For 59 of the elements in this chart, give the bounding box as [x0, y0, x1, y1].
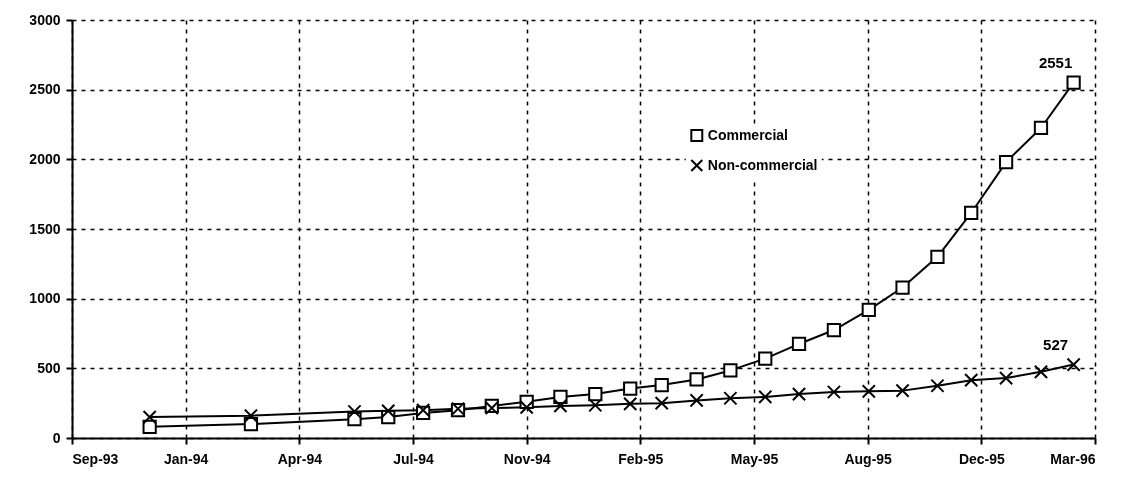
- y-tick-label: 2500: [29, 81, 61, 98]
- x-tick-label: Aug-95: [844, 450, 893, 467]
- point: [553, 398, 568, 414]
- point: [654, 396, 669, 411]
- point: [243, 408, 259, 423]
- x-tick-label: Feb-95: [618, 450, 664, 467]
- point: [758, 389, 773, 405]
- legend-label: Non-commercial: [707, 156, 818, 173]
- point: [758, 351, 773, 366]
- point: [826, 322, 842, 338]
- x-tick-label: May-95: [730, 450, 779, 467]
- point: [689, 393, 704, 408]
- x-tick-label: Jan-94: [163, 450, 209, 467]
- point: [826, 384, 842, 400]
- point: [930, 378, 945, 393]
- point: [1066, 75, 1081, 90]
- point: [553, 389, 568, 405]
- x-tick-label: Nov-94: [503, 450, 551, 467]
- y-tick-label: 500: [37, 359, 61, 376]
- point: [791, 386, 807, 402]
- point: [347, 404, 362, 419]
- point: [930, 249, 945, 264]
- point: [623, 381, 638, 396]
- point: [791, 336, 807, 352]
- point: [964, 205, 979, 221]
- annotation: 527: [1043, 335, 1069, 353]
- x-tick-label: Sep-93: [72, 450, 119, 467]
- point: [381, 403, 396, 418]
- point: [964, 373, 979, 388]
- y-tick-label: 0: [52, 429, 61, 446]
- x-tick-label: Jul-94: [393, 450, 434, 467]
- x-tick-label: Dec-95: [958, 450, 1005, 467]
- point: [998, 155, 1014, 170]
- point: [1033, 364, 1049, 379]
- point: [142, 419, 157, 434]
- point: [689, 372, 704, 387]
- point: [861, 384, 876, 399]
- y-tick-label: 1500: [29, 220, 61, 237]
- point: [723, 363, 738, 378]
- point: [895, 280, 910, 295]
- x-tick-label: Apr-94: [277, 450, 323, 467]
- x-tick-label: Mar-96: [1050, 450, 1096, 467]
- point: [623, 396, 638, 411]
- annotation: 2551: [1038, 53, 1073, 71]
- y-tick-label: 2000: [29, 150, 61, 167]
- point: [1033, 120, 1049, 136]
- point: [588, 398, 603, 413]
- point: [588, 386, 603, 402]
- y-tick-label: 3000: [29, 11, 61, 28]
- point: [723, 391, 738, 406]
- point: [519, 400, 534, 415]
- y-tick-label: 1000: [29, 290, 61, 307]
- point: [861, 302, 876, 317]
- point: [895, 383, 910, 398]
- legend-label: Commercial: [707, 126, 788, 143]
- point: [654, 377, 669, 393]
- point: [998, 370, 1014, 386]
- point: [1066, 357, 1081, 372]
- point: [142, 409, 157, 425]
